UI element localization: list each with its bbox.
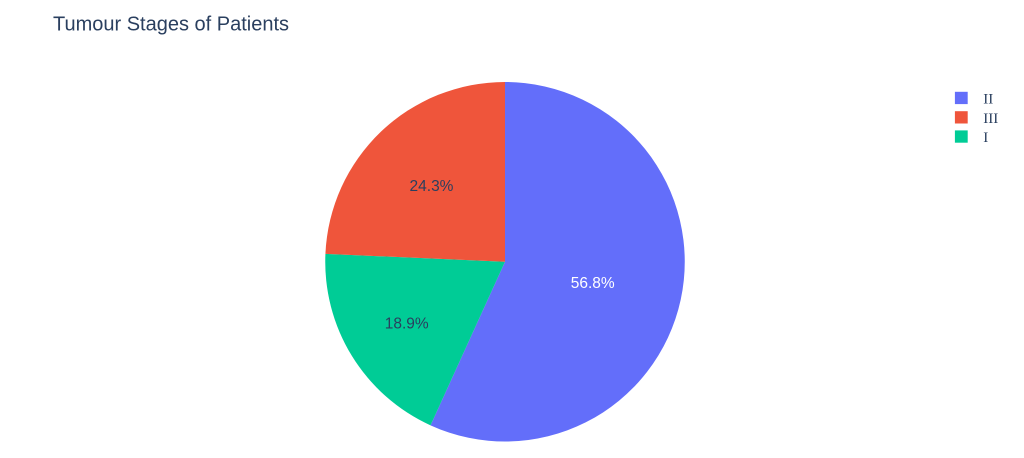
svg-text:III: III bbox=[983, 111, 998, 127]
svg-text:I: I bbox=[983, 130, 988, 146]
svg-text:24.3%: 24.3% bbox=[410, 178, 454, 195]
svg-text:II: II bbox=[983, 91, 993, 107]
svg-text:18.9%: 18.9% bbox=[385, 315, 429, 332]
svg-text:Tumour Stages of Patients: Tumour Stages of Patients bbox=[53, 14, 289, 36]
svg-text:56.8%: 56.8% bbox=[571, 275, 615, 292]
